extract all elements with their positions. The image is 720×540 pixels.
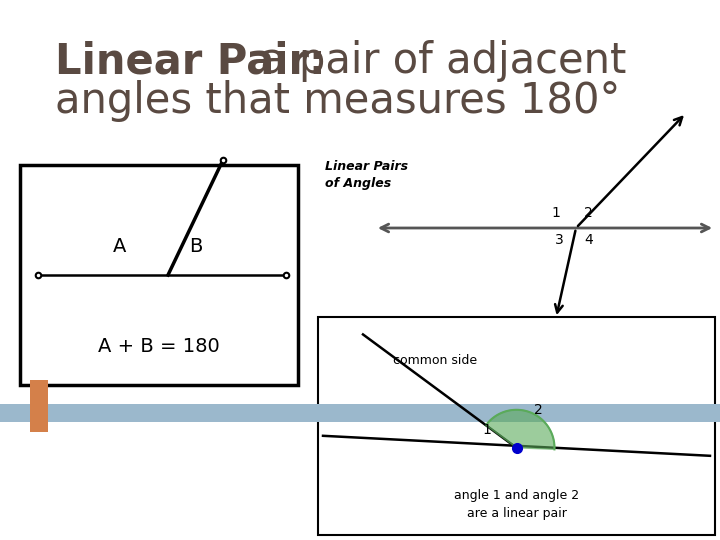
Text: are a linear pair: are a linear pair [467,507,567,519]
Text: 3: 3 [555,233,564,247]
Text: common side: common side [393,354,477,367]
Text: Linear Pairs: Linear Pairs [325,160,408,173]
Text: of Angles: of Angles [325,177,391,190]
Text: 2: 2 [584,206,593,220]
Text: B: B [189,238,203,256]
Text: 1: 1 [551,206,560,220]
Text: a pair of adjacent: a pair of adjacent [247,40,626,82]
Text: angles that measures 180°: angles that measures 180° [55,80,621,122]
Text: 4: 4 [584,233,593,247]
Text: A: A [113,238,127,256]
Text: angle 1 and angle 2: angle 1 and angle 2 [454,489,579,502]
Text: Linear Pair:: Linear Pair: [55,40,325,82]
Text: 2: 2 [534,403,543,417]
Bar [20,165,298,385]
Text: A + B = 180: A + B = 180 [98,338,220,356]
Bar [0,404,720,422]
Bar [30,380,48,432]
Text: 1: 1 [482,423,491,437]
Polygon shape [486,410,554,449]
Bar [318,317,715,535]
